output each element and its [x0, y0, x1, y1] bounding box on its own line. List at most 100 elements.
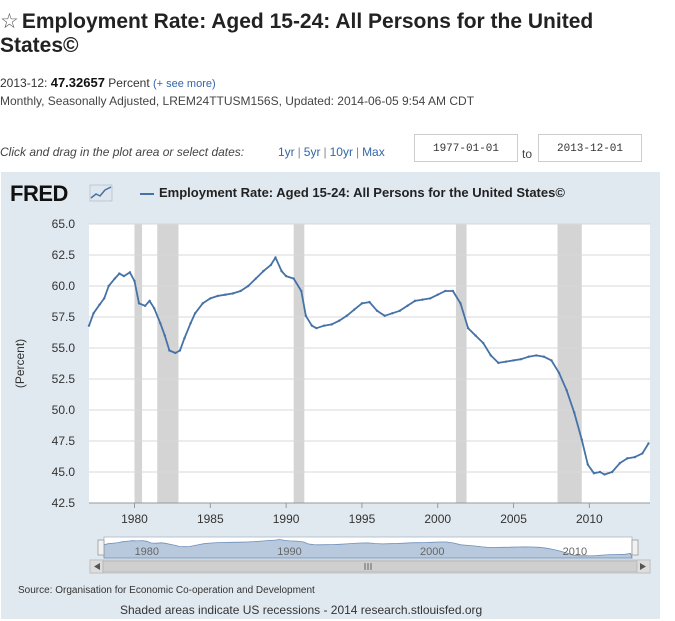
data-point[interactable] [527, 355, 530, 358]
data-point[interactable] [292, 277, 295, 280]
data-point[interactable] [315, 326, 318, 330]
data-point[interactable] [174, 351, 177, 355]
see-more-link[interactable]: (+ see more) [153, 78, 216, 90]
data-point[interactable] [247, 284, 250, 288]
data-point[interactable] [413, 299, 417, 303]
data-point[interactable] [231, 292, 235, 295]
data-point[interactable] [360, 302, 364, 305]
data-point[interactable] [269, 263, 273, 267]
data-point[interactable] [474, 334, 477, 337]
data-point[interactable] [641, 452, 644, 455]
data-point[interactable] [497, 361, 500, 365]
data-point[interactable] [345, 314, 348, 317]
data-point[interactable] [98, 303, 101, 306]
data-point[interactable] [451, 289, 455, 293]
data-point[interactable] [118, 272, 121, 275]
start-date-input[interactable]: 1977-01-01 [414, 134, 518, 162]
data-point[interactable] [87, 324, 91, 327]
data-point[interactable] [512, 359, 515, 362]
data-point[interactable] [398, 309, 402, 312]
data-point[interactable] [337, 319, 341, 322]
data-point[interactable] [421, 298, 424, 301]
data-point[interactable] [168, 349, 171, 352]
data-point[interactable] [143, 304, 147, 308]
data-point[interactable] [284, 274, 288, 278]
y-tick-label: 65.0 [52, 217, 76, 231]
data-point[interactable] [580, 438, 583, 441]
data-point[interactable] [304, 314, 308, 317]
data-point[interactable] [310, 324, 314, 327]
data-point[interactable] [618, 462, 621, 465]
data-point[interactable] [330, 323, 333, 326]
data-point[interactable] [598, 470, 602, 474]
data-point[interactable] [300, 289, 303, 293]
data-point[interactable] [383, 314, 386, 317]
data-point[interactable] [128, 271, 132, 274]
data-point[interactable] [216, 294, 220, 298]
data-point[interactable] [353, 308, 356, 311]
data-point[interactable] [535, 354, 538, 357]
data-point[interactable] [189, 322, 192, 325]
data-point[interactable] [603, 473, 606, 476]
navigator-area [103, 539, 633, 559]
plot-area[interactable] [89, 224, 650, 503]
data-point[interactable] [610, 470, 614, 474]
data-point[interactable] [647, 442, 650, 445]
data-point[interactable] [274, 256, 277, 259]
data-point[interactable] [92, 312, 95, 315]
data-point[interactable] [133, 279, 136, 283]
data-point[interactable] [459, 302, 462, 305]
data-point[interactable] [633, 455, 637, 459]
data-point[interactable] [466, 326, 470, 330]
data-point[interactable] [148, 299, 151, 303]
data-point[interactable] [122, 274, 126, 278]
data-point[interactable] [444, 289, 447, 293]
navigator-handle-right[interactable] [631, 539, 639, 556]
scrollbar-thumb[interactable] [102, 560, 638, 573]
data-point[interactable] [489, 354, 492, 357]
data-point[interactable] [626, 457, 629, 460]
data-point[interactable] [592, 472, 596, 475]
end-date-input[interactable]: 2013-12-01 [538, 134, 642, 162]
data-point[interactable] [586, 463, 590, 466]
data-point[interactable] [391, 312, 394, 315]
data-point[interactable] [572, 411, 576, 414]
data-point[interactable] [428, 297, 432, 300]
data-point[interactable] [280, 269, 283, 273]
data-point[interactable] [201, 302, 204, 305]
data-point[interactable] [159, 322, 162, 325]
data-point[interactable] [322, 324, 326, 327]
data-point[interactable] [102, 297, 106, 300]
data-point[interactable] [368, 300, 371, 304]
data-point[interactable] [224, 293, 227, 296]
range-max-link[interactable]: Max [362, 145, 385, 159]
data-point[interactable] [152, 307, 156, 310]
navigator-handle-left[interactable] [97, 539, 105, 556]
data-point[interactable] [209, 297, 212, 300]
data-point[interactable] [163, 334, 167, 337]
data-point[interactable] [519, 357, 523, 361]
data-point[interactable] [406, 304, 409, 308]
data-point[interactable] [482, 341, 485, 345]
star-icon[interactable]: ☆ [0, 10, 19, 33]
data-point[interactable] [542, 355, 546, 358]
range-5yr-link[interactable]: 5yr [303, 145, 321, 159]
range-10yr-link[interactable]: 10yr [329, 145, 353, 159]
data-point[interactable] [262, 269, 265, 273]
data-point[interactable] [375, 309, 379, 312]
data-point[interactable] [436, 293, 439, 296]
data-point[interactable] [137, 302, 141, 305]
data-point[interactable] [239, 289, 242, 293]
data-point[interactable] [183, 336, 186, 340]
data-point[interactable] [504, 360, 508, 363]
data-point[interactable] [254, 277, 257, 280]
data-point[interactable] [550, 359, 553, 362]
data-point[interactable] [193, 312, 197, 315]
data-point[interactable] [113, 277, 116, 280]
data-point[interactable] [557, 371, 561, 374]
range-1yr-link[interactable]: 1yr [278, 145, 295, 159]
fred-logo: FRED [10, 181, 68, 206]
data-point[interactable] [565, 388, 568, 392]
data-point[interactable] [178, 349, 182, 352]
data-point[interactable] [107, 284, 110, 288]
